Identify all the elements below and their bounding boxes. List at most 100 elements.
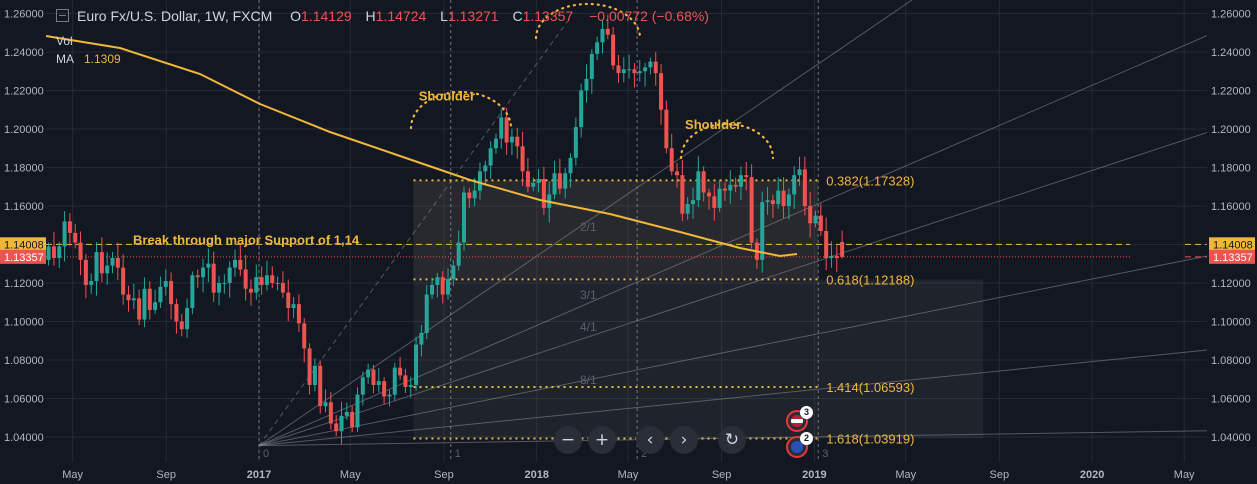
candle-body bbox=[760, 202, 765, 260]
candle-body bbox=[675, 171, 680, 176]
symbol-title[interactable]: Euro Fx/U.S. Dollar, 1W, FXCM bbox=[77, 8, 273, 24]
candle-body bbox=[776, 190, 781, 205]
candle-body bbox=[275, 282, 280, 284]
left-price-tick: 1.12000 bbox=[4, 278, 44, 290]
candle-body bbox=[808, 205, 813, 224]
scroll-left-button[interactable]: ‹ bbox=[636, 426, 664, 454]
shoulder-label: Shoulder bbox=[419, 88, 475, 103]
price-level-lines[interactable]: 0.382(1.17328) 0.618(1.12188) 1.414(1.0659… bbox=[46, 173, 1207, 447]
gann-fan-ray bbox=[258, 344, 1257, 447]
candle-body bbox=[802, 169, 807, 206]
candle-body bbox=[659, 73, 664, 110]
candle-body bbox=[46, 246, 51, 260]
support-price-badge bbox=[1209, 237, 1255, 252]
candle-body bbox=[621, 69, 626, 74]
candle-body bbox=[147, 288, 152, 310]
right-price-tick: 1.10000 bbox=[1211, 316, 1251, 328]
candle-body bbox=[765, 200, 770, 203]
candle-body bbox=[51, 246, 56, 258]
candle-body bbox=[280, 282, 285, 293]
candle-body bbox=[525, 171, 530, 187]
candle-body bbox=[206, 263, 211, 268]
candle-body bbox=[366, 369, 371, 378]
candle-body bbox=[430, 284, 435, 295]
candle-body bbox=[706, 192, 711, 197]
candle-body bbox=[536, 179, 541, 183]
candle-body bbox=[312, 365, 317, 385]
gann-fan-ray bbox=[258, 245, 1257, 447]
candle-body bbox=[653, 61, 658, 74]
candle-body bbox=[584, 78, 589, 91]
zoom-out-button[interactable]: − bbox=[554, 426, 582, 454]
us-event-marker[interactable]: 3 bbox=[786, 406, 813, 432]
fib-time-label: 3 bbox=[822, 448, 828, 460]
last-price-price-badge bbox=[0, 249, 46, 264]
collapse-legend-icon[interactable] bbox=[56, 9, 69, 22]
candle-body bbox=[174, 304, 179, 322]
volume-indicator[interactable]: Vol bbox=[56, 34, 73, 48]
candle-body bbox=[595, 42, 600, 54]
candle-body bbox=[328, 402, 333, 424]
candle-body bbox=[355, 394, 360, 428]
support-price-text: 1.14008 bbox=[1213, 239, 1253, 251]
candle-body bbox=[62, 221, 67, 247]
scroll-right-button[interactable]: › bbox=[670, 426, 698, 454]
close-label: C bbox=[512, 8, 523, 24]
candle-body bbox=[573, 127, 578, 158]
candle-body bbox=[824, 231, 829, 258]
time-axis bbox=[0, 462, 1257, 484]
candle-body bbox=[318, 365, 323, 407]
candle-body bbox=[611, 34, 616, 66]
candle-body bbox=[685, 204, 690, 214]
candle-body bbox=[840, 241, 845, 257]
time-tick: May bbox=[62, 469, 83, 481]
left-price-tick: 1.08000 bbox=[4, 355, 44, 367]
candle-body bbox=[264, 275, 269, 285]
candle-body bbox=[472, 190, 477, 199]
candle-body bbox=[259, 277, 264, 285]
candle-body bbox=[568, 157, 573, 174]
candle-body bbox=[669, 148, 674, 172]
candle-body bbox=[664, 109, 669, 149]
gann-fan-ray-1x1 bbox=[258, 17, 571, 446]
eu-event-marker[interactable]: 2 bbox=[786, 432, 813, 458]
candle-body bbox=[504, 117, 509, 143]
chart-navigation-toolbar: − + ‹ › ↻ bbox=[554, 426, 746, 454]
candle-body bbox=[89, 281, 94, 285]
candle-body bbox=[813, 215, 818, 224]
candle-body bbox=[818, 215, 823, 231]
moving-average-indicator[interactable]: MA 1.1309 bbox=[56, 52, 121, 66]
candle-body bbox=[579, 90, 584, 128]
candle-body bbox=[632, 69, 637, 74]
candle-body bbox=[110, 257, 115, 266]
candle-body bbox=[509, 136, 514, 143]
candle-body bbox=[339, 415, 344, 432]
candle-body bbox=[605, 28, 610, 35]
left-price-tick: 1.06000 bbox=[4, 393, 44, 405]
zoom-in-button[interactable]: + bbox=[588, 426, 616, 454]
time-tick: May bbox=[340, 469, 361, 481]
left-shoulder-arc bbox=[409, 90, 513, 130]
time-tick: Sep bbox=[434, 469, 454, 481]
candle-body bbox=[217, 282, 222, 293]
candle-body bbox=[589, 53, 594, 79]
candle-body bbox=[323, 402, 328, 407]
candle-body bbox=[738, 175, 743, 187]
reset-chart-button[interactable]: ↻ bbox=[718, 426, 746, 454]
right-price-tick: 1.06000 bbox=[1211, 393, 1251, 405]
right-price-tick: 1.26000 bbox=[1211, 8, 1251, 20]
candle-body bbox=[451, 265, 456, 280]
candle-body bbox=[456, 242, 461, 266]
left-price-tick: 1.18000 bbox=[4, 162, 44, 174]
candle-body bbox=[376, 381, 381, 385]
candle-body bbox=[232, 259, 237, 268]
candle-body bbox=[643, 67, 648, 72]
time-tick: Sep bbox=[712, 469, 732, 481]
candle-body bbox=[158, 286, 163, 303]
candle-body bbox=[350, 411, 355, 428]
candle-body bbox=[483, 165, 488, 172]
